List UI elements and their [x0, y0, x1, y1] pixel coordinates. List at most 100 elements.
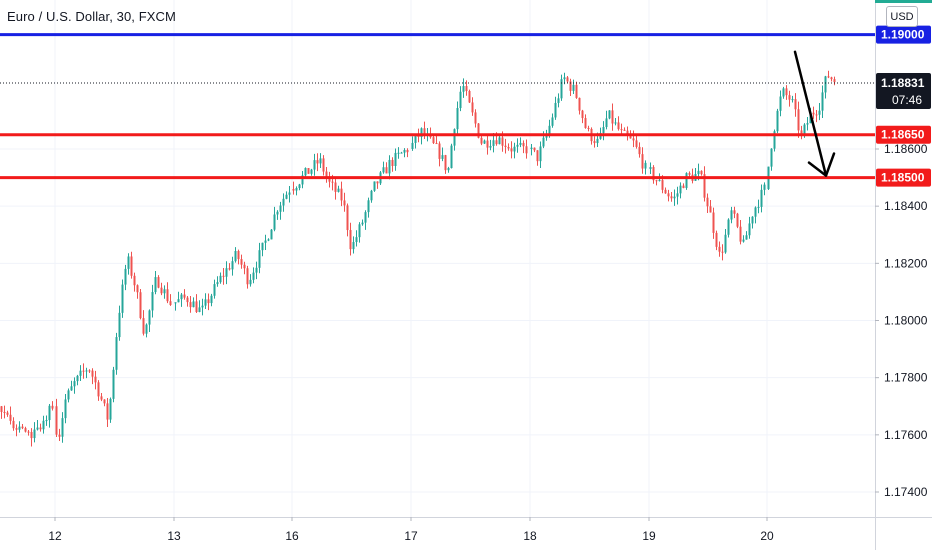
x-tick-label: 18	[523, 529, 537, 543]
candle-body	[343, 200, 346, 206]
candle-body	[79, 370, 82, 376]
candle-body	[486, 140, 489, 148]
candle-body	[700, 170, 703, 175]
candle-body	[536, 150, 539, 162]
candle-body	[742, 239, 745, 242]
candle-body	[629, 135, 632, 139]
candle-body	[760, 189, 763, 207]
x-tick-label: 13	[167, 529, 181, 543]
candle-body	[560, 79, 563, 99]
candle-body	[237, 251, 240, 260]
candle-body	[572, 84, 575, 91]
candle-body	[127, 256, 130, 269]
candle-body	[649, 167, 652, 170]
candle-body	[82, 370, 85, 372]
candle-body	[727, 219, 730, 235]
candle-body	[724, 234, 727, 253]
candle-body	[516, 144, 519, 147]
candle-body	[420, 128, 423, 138]
candle-body	[644, 162, 647, 169]
candle-body	[403, 149, 406, 153]
candle-body	[830, 77, 833, 80]
candle-body	[145, 324, 148, 334]
candle-body	[703, 174, 706, 198]
price-scale-top-marker	[875, 0, 932, 3]
candle-body	[489, 145, 492, 148]
candle-body	[112, 369, 115, 399]
candle-body	[745, 235, 748, 240]
candle-body	[551, 117, 554, 126]
candle-body	[730, 210, 733, 220]
candle-body	[718, 246, 721, 252]
candle-body	[118, 312, 121, 338]
candle-body	[620, 129, 623, 131]
candle-body	[295, 188, 298, 191]
candle-body	[632, 138, 635, 141]
candle-body	[376, 181, 379, 184]
candle-body	[578, 97, 581, 111]
candle-body	[385, 167, 388, 174]
candle-body	[355, 237, 358, 243]
currency-button[interactable]: USD	[886, 6, 918, 27]
candle-body	[285, 194, 288, 199]
candle-body	[510, 148, 513, 152]
candle-body	[207, 299, 210, 304]
candle-body	[276, 211, 279, 215]
candle-body	[670, 196, 673, 199]
candle-body	[24, 428, 27, 432]
candle-body	[557, 98, 560, 103]
candle-body	[67, 390, 70, 400]
candle-body	[414, 134, 417, 143]
candle-body	[697, 170, 700, 175]
candle-body	[12, 420, 15, 429]
candle-body	[349, 230, 352, 250]
candle-body	[337, 188, 340, 192]
candle-body	[587, 127, 590, 129]
candle-body	[456, 108, 459, 130]
candle-body	[733, 210, 736, 214]
candle-body	[225, 268, 228, 277]
y-tick-label: 1.18600	[884, 142, 928, 156]
candle-body	[530, 147, 533, 149]
candle-body	[160, 287, 163, 294]
level-price-tag-bg	[876, 125, 931, 144]
candle-body	[688, 173, 691, 175]
candle-body	[216, 282, 219, 285]
candle-body	[483, 140, 486, 144]
candle-body	[803, 124, 806, 135]
candle-body	[189, 302, 192, 308]
candle-body	[596, 138, 599, 144]
candle-body	[6, 412, 9, 415]
candle-body	[721, 251, 724, 253]
candle-body	[471, 102, 474, 113]
candle-body	[827, 76, 830, 78]
candle-body	[667, 193, 670, 197]
candle-body	[246, 268, 249, 285]
candle-body	[435, 143, 438, 145]
candle-body	[748, 223, 751, 236]
candle-body	[186, 297, 189, 303]
candle-body	[441, 155, 444, 159]
candle-body	[474, 112, 477, 124]
candle-body	[163, 289, 166, 294]
candle-body	[468, 90, 471, 103]
candle-body	[818, 110, 821, 115]
candle-body	[346, 205, 349, 231]
candle-body	[192, 301, 195, 308]
horizontal-levels	[0, 33, 875, 180]
candle-body	[151, 292, 154, 311]
candle-body	[498, 137, 501, 145]
candle-body	[459, 91, 462, 109]
candle-body	[495, 140, 498, 145]
candle-body	[334, 182, 337, 192]
candle-body	[782, 88, 785, 97]
candle-body	[655, 180, 658, 182]
candle-body	[522, 142, 525, 147]
candle-body	[480, 137, 483, 144]
candle-body	[824, 76, 827, 93]
candle-body	[812, 112, 815, 115]
candle-body	[88, 370, 91, 372]
candle-body	[307, 168, 310, 174]
